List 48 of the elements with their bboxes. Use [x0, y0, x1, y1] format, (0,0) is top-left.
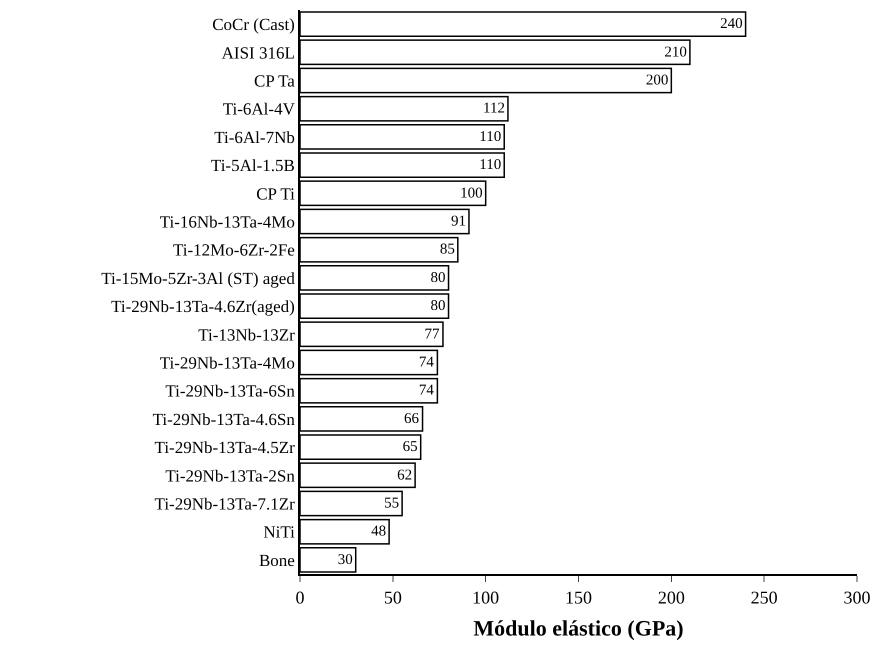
x-tick-label: 250: [750, 587, 778, 608]
data-label: 55: [384, 496, 400, 512]
y-tick-label: CP Ta: [254, 71, 296, 90]
y-tick-label: Ti-13Nb-13Zr: [198, 325, 296, 344]
y-tick-label: CoCr (Cast): [212, 15, 295, 34]
y-tick-label: AISI 316L: [222, 43, 295, 62]
y-tick-label: Ti-6Al-4V: [222, 100, 296, 119]
x-tick-label: 200: [658, 587, 685, 608]
data-label: 77: [424, 326, 440, 342]
data-label: 74: [418, 354, 434, 370]
x-axis-title: Módulo elástico (GPa): [473, 616, 684, 641]
x-tick-label: 0: [296, 587, 304, 608]
data-label: 80: [430, 298, 446, 314]
y-tick-label: CP Ti: [256, 184, 296, 204]
data-label: 110: [479, 157, 502, 174]
data-label: 210: [664, 44, 687, 60]
data-label: 48: [371, 524, 386, 540]
data-label: 74: [418, 382, 434, 399]
data-label: 240: [720, 16, 743, 32]
data-label: 85: [440, 242, 455, 258]
data-label: 112: [482, 100, 505, 117]
data-label: 100: [460, 185, 483, 202]
y-tick-label: Ti-29Nb-13Ta-2Sn: [165, 466, 296, 486]
y-tick-label: Ti-29Nb-13Ta-4.5Zr: [154, 438, 296, 458]
data-label: 65: [402, 439, 418, 456]
x-tick-label: 150: [565, 587, 592, 608]
y-tick-label: Ti-16Nb-13Ta-4Mo: [160, 212, 295, 232]
data-label: 91: [450, 214, 466, 230]
y-tick-label: Ti-5Al-1.5B: [210, 156, 295, 176]
y-tick-label: Ti-29Nb-13Ta-4Mo: [160, 353, 295, 372]
y-tick-label: Ti-6Al-7Nb: [214, 128, 295, 147]
y-tick-label: Ti-29Nb-13Ta-7.1Zr: [154, 494, 296, 514]
data-label: 200: [646, 72, 668, 88]
data-label: 30: [338, 552, 353, 568]
data-label: 62: [397, 467, 412, 484]
y-tick-label: NiTi: [263, 522, 296, 542]
y-tick-label: Ti-29Nb-13Ta-4.6Zr(aged): [111, 297, 295, 316]
y-tick-label: Ti-29Nb-13Ta-4.6Sn: [152, 410, 296, 429]
y-tick-label: Bone: [258, 550, 295, 570]
y-tick-label: Ti-15Mo-5Zr-3Al (ST) aged: [101, 268, 296, 288]
x-tick-label: 50: [384, 587, 402, 608]
x-tick-label: 100: [472, 587, 500, 608]
y-tick-label: Ti-29Nb-13Ta-6Sn: [165, 382, 296, 401]
x-tick-label: 300: [844, 587, 870, 608]
data-label: 110: [479, 128, 502, 145]
data-label: 66: [404, 410, 420, 427]
data-label: 80: [430, 270, 446, 286]
y-tick-label: Ti-12Mo-6Zr-2Fe: [173, 240, 295, 260]
